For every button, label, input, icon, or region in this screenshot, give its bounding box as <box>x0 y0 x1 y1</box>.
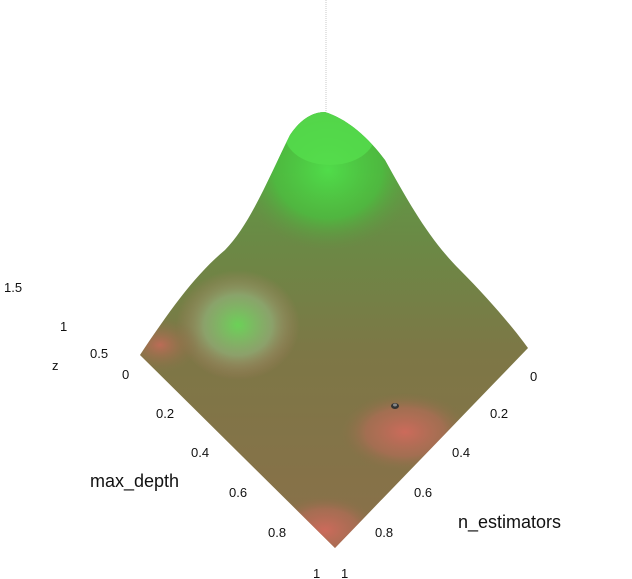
y-axis: 0 0.2 0.4 0.6 0.8 1 n_estimators <box>341 369 561 579</box>
y-tick-label: 1 <box>341 566 348 579</box>
y-tick-label: 0.6 <box>414 485 432 500</box>
surface-bottom-dip <box>270 495 380 548</box>
x-axis-title: max_depth <box>90 471 179 492</box>
x-tick-label: 0.8 <box>268 525 286 540</box>
cursor-marker <box>391 403 399 409</box>
surface-left-edge <box>140 317 200 373</box>
y-tick-label: 0.8 <box>375 525 393 540</box>
x-tick-label: 0.6 <box>229 485 247 500</box>
z-tick-label: 0 <box>122 367 129 382</box>
z-tick-label: 1 <box>60 319 67 334</box>
surface <box>140 112 528 548</box>
y-axis-title: n_estimators <box>458 512 561 533</box>
z-axis: 1.5 1 0.5 0 z <box>4 280 129 382</box>
y-tick-label: 0 <box>530 369 537 384</box>
x-tick-label: 0.4 <box>191 445 209 460</box>
surface-red-dip <box>340 392 470 472</box>
x-tick-label: 1 <box>313 566 320 579</box>
z-tick-label: 0.5 <box>90 346 108 361</box>
z-axis-title: z <box>52 358 59 373</box>
surface-peak-top <box>285 112 375 165</box>
surface-bump <box>176 270 300 380</box>
z-tick-label: 1.5 <box>4 280 22 295</box>
y-tick-label: 0.2 <box>490 406 508 421</box>
x-tick-label: 0.2 <box>156 406 174 421</box>
y-tick-label: 0.4 <box>452 445 470 460</box>
x-axis: 0.2 0.4 0.6 0.8 1 max_depth <box>90 406 320 579</box>
